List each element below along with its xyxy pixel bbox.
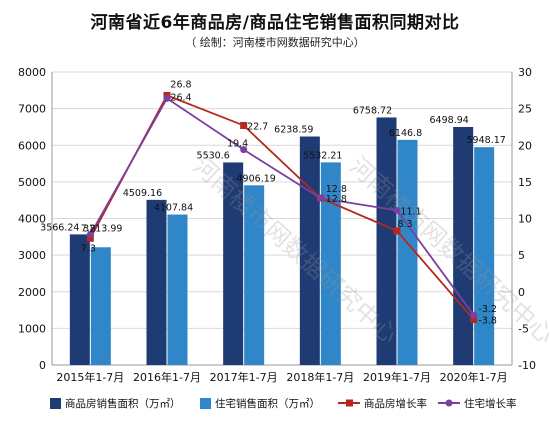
x-tick-label: 2015年1-7月 bbox=[56, 370, 124, 384]
legend-label: 住宅销售面积（万㎡） bbox=[215, 397, 320, 410]
legend-label: 住宅增长率 bbox=[464, 397, 517, 410]
line-point bbox=[316, 194, 324, 202]
bar-data-label: 3566.24 bbox=[40, 222, 79, 233]
line-point bbox=[470, 311, 478, 319]
line-data-label: -3.2 bbox=[478, 304, 497, 315]
line-point bbox=[240, 146, 248, 154]
y-tick-label: 3000 bbox=[18, 249, 46, 262]
bar-data-label: 5532.21 bbox=[303, 150, 342, 161]
line-point bbox=[470, 316, 478, 324]
bar bbox=[244, 185, 265, 365]
line-data-label: 26.8 bbox=[170, 79, 191, 90]
legend-label: 商品房增长率 bbox=[364, 397, 427, 410]
legend-marker bbox=[445, 399, 453, 407]
bar-data-label: 4509.16 bbox=[123, 188, 162, 199]
y2-tick-label: 5 bbox=[518, 249, 525, 262]
x-tick-label: 2018年1-7月 bbox=[286, 370, 354, 384]
line-point bbox=[393, 227, 401, 235]
line-data-label: -3.8 bbox=[478, 316, 497, 327]
series-line bbox=[89, 97, 475, 316]
y2-tick-label: -5 bbox=[518, 322, 529, 335]
line-data-label: 7.8 bbox=[81, 224, 96, 235]
x-tick-label: 2019年1-7月 bbox=[363, 370, 431, 384]
y-tick-label: 5000 bbox=[18, 176, 46, 189]
line-point bbox=[393, 206, 401, 214]
y-tick-label: 1000 bbox=[18, 322, 46, 335]
line-point bbox=[86, 234, 94, 242]
bar bbox=[320, 162, 341, 365]
bar-data-label: 5948.17 bbox=[467, 135, 506, 146]
x-tick-label: 2020年1-7月 bbox=[440, 370, 508, 384]
line-data-label: 22.7 bbox=[247, 121, 268, 132]
bar bbox=[397, 139, 418, 365]
legend-swatch bbox=[200, 398, 211, 409]
bar-data-label: 6146.8 bbox=[389, 128, 422, 139]
line-data-label: 11.1 bbox=[400, 206, 421, 217]
line-data-label: 8.3 bbox=[397, 219, 412, 230]
line-point bbox=[86, 231, 94, 239]
y2-tick-label: 10 bbox=[518, 213, 532, 226]
y-tick-label: 7000 bbox=[18, 103, 46, 116]
y-tick-label: 2000 bbox=[18, 286, 46, 299]
bar bbox=[167, 214, 188, 365]
x-tick-label: 2017年1-7月 bbox=[210, 370, 278, 384]
bar bbox=[69, 234, 90, 365]
bar bbox=[146, 199, 167, 365]
y2-tick-label: 25 bbox=[518, 103, 532, 116]
bar bbox=[223, 162, 244, 365]
y2-tick-label: 15 bbox=[518, 176, 532, 189]
line-data-label: 12.8 bbox=[326, 194, 347, 205]
x-tick-label: 2016年1-7月 bbox=[133, 370, 201, 384]
y2-tick-label: -10 bbox=[518, 359, 536, 372]
y-tick-label: 6000 bbox=[18, 139, 46, 152]
bar bbox=[376, 117, 397, 365]
y2-tick-label: 30 bbox=[518, 66, 532, 79]
chart-subtitle: （ 绘制：河南楼市网数据研究中心） bbox=[185, 36, 365, 49]
bar bbox=[90, 247, 111, 365]
y-tick-label: 0 bbox=[39, 359, 46, 372]
line-data-label: 7.3 bbox=[81, 243, 96, 254]
line-data-label: 19.4 bbox=[227, 139, 248, 150]
line-point bbox=[240, 121, 248, 129]
line-point bbox=[163, 94, 171, 102]
bar bbox=[474, 147, 495, 365]
bar-data-label: 3213.99 bbox=[83, 223, 122, 234]
line-data-label: 12.8 bbox=[326, 184, 347, 195]
bar-data-label: 6498.94 bbox=[430, 115, 469, 126]
bar-data-label: 6758.72 bbox=[353, 105, 392, 116]
y-tick-label: 8000 bbox=[18, 66, 46, 79]
chart-title: 河南省近6年商品房/商品住宅销售面积同期对比 bbox=[90, 13, 460, 33]
y2-tick-label: 0 bbox=[518, 286, 525, 299]
y2-tick-label: 20 bbox=[518, 139, 532, 152]
bar-data-label: 6238.59 bbox=[274, 125, 313, 136]
line-data-label: 26.4 bbox=[170, 92, 191, 103]
bar-data-label: 4906.19 bbox=[237, 173, 276, 184]
bar-data-label: 4107.84 bbox=[154, 203, 193, 214]
legend-marker bbox=[346, 399, 353, 407]
legend-label: 商品房销售面积（万㎡） bbox=[65, 397, 181, 410]
bar bbox=[453, 126, 474, 366]
y-tick-label: 4000 bbox=[18, 213, 46, 226]
legend-swatch bbox=[50, 398, 61, 409]
bar-data-label: 5530.6 bbox=[197, 150, 230, 161]
